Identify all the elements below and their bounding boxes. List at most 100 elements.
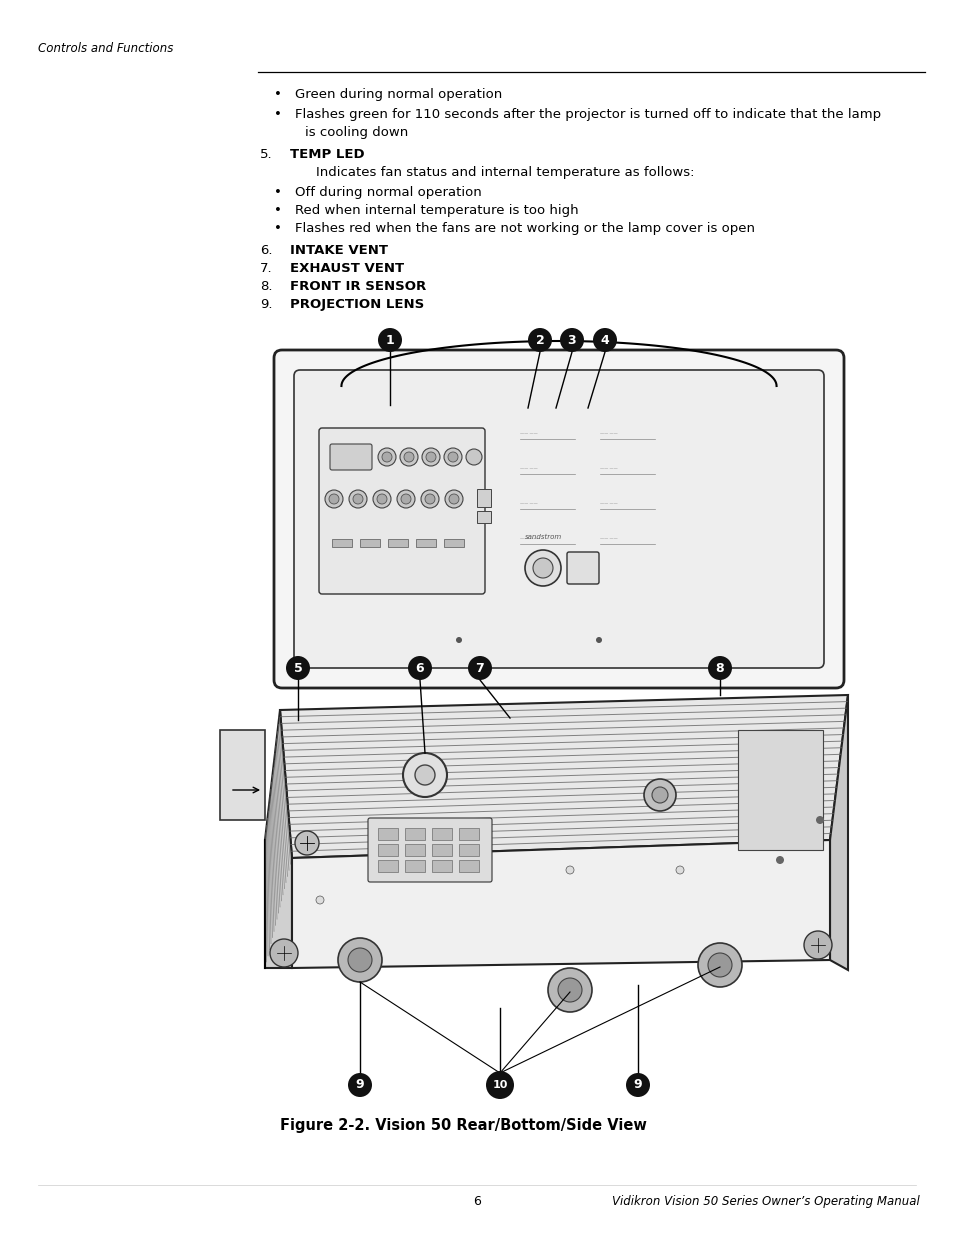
- Circle shape: [377, 448, 395, 466]
- Text: 6: 6: [473, 1195, 480, 1208]
- Circle shape: [349, 490, 367, 508]
- Text: •: •: [274, 107, 282, 121]
- Text: Figure 2-2. Vision 50 Rear/Bottom/Side View: Figure 2-2. Vision 50 Rear/Bottom/Side V…: [280, 1118, 646, 1132]
- Circle shape: [399, 448, 417, 466]
- Text: sandstrom: sandstrom: [524, 534, 561, 540]
- Circle shape: [815, 816, 823, 824]
- Circle shape: [448, 452, 457, 462]
- FancyBboxPatch shape: [738, 730, 822, 850]
- Circle shape: [527, 329, 552, 352]
- Text: Off during normal operation: Off during normal operation: [294, 186, 481, 199]
- Circle shape: [444, 490, 462, 508]
- Circle shape: [485, 1071, 514, 1099]
- Circle shape: [286, 656, 310, 680]
- Text: 4: 4: [600, 333, 609, 347]
- Text: 2: 2: [535, 333, 544, 347]
- Text: Red when internal temperature is too high: Red when internal temperature is too hig…: [294, 204, 578, 217]
- FancyBboxPatch shape: [318, 429, 484, 594]
- FancyBboxPatch shape: [405, 827, 424, 840]
- Circle shape: [596, 637, 601, 643]
- Text: TEMP LED: TEMP LED: [290, 148, 364, 161]
- FancyBboxPatch shape: [377, 860, 397, 872]
- Circle shape: [524, 550, 560, 585]
- Circle shape: [337, 939, 381, 982]
- FancyBboxPatch shape: [476, 489, 491, 508]
- FancyBboxPatch shape: [405, 844, 424, 856]
- Circle shape: [558, 978, 581, 1002]
- Circle shape: [426, 452, 436, 462]
- FancyBboxPatch shape: [458, 827, 478, 840]
- FancyBboxPatch shape: [294, 370, 823, 668]
- Circle shape: [547, 968, 592, 1011]
- FancyBboxPatch shape: [359, 538, 379, 547]
- Text: Flashes green for 110 seconds after the projector is turned off to indicate that: Flashes green for 110 seconds after the …: [294, 107, 881, 121]
- Circle shape: [315, 897, 324, 904]
- Circle shape: [373, 490, 391, 508]
- Text: INTAKE VENT: INTAKE VENT: [290, 245, 388, 257]
- Circle shape: [402, 753, 447, 797]
- FancyBboxPatch shape: [432, 860, 452, 872]
- Text: 8: 8: [715, 662, 723, 674]
- Text: —— ——: —— ——: [599, 466, 618, 471]
- Circle shape: [424, 494, 435, 504]
- Text: is cooling down: is cooling down: [305, 126, 408, 140]
- Polygon shape: [220, 730, 265, 820]
- Text: Indicates fan status and internal temperature as follows:: Indicates fan status and internal temper…: [315, 165, 694, 179]
- Text: —— ——: —— ——: [599, 536, 618, 540]
- Text: 9.: 9.: [260, 298, 273, 311]
- Circle shape: [377, 329, 401, 352]
- Circle shape: [643, 779, 676, 811]
- Text: —— ——: —— ——: [599, 431, 618, 435]
- Text: 3: 3: [567, 333, 576, 347]
- FancyBboxPatch shape: [416, 538, 436, 547]
- Text: •: •: [274, 88, 282, 101]
- Circle shape: [403, 452, 414, 462]
- Circle shape: [348, 1073, 372, 1097]
- Text: Controls and Functions: Controls and Functions: [38, 42, 173, 56]
- Text: •: •: [274, 204, 282, 217]
- Text: 7.: 7.: [260, 262, 273, 275]
- Polygon shape: [829, 695, 847, 969]
- Text: —— ——: —— ——: [519, 536, 537, 540]
- Circle shape: [420, 490, 438, 508]
- FancyBboxPatch shape: [388, 538, 408, 547]
- Circle shape: [803, 931, 831, 960]
- Text: 7: 7: [476, 662, 484, 674]
- Text: 10: 10: [492, 1079, 507, 1091]
- FancyBboxPatch shape: [405, 860, 424, 872]
- Text: —— ——: —— ——: [519, 466, 537, 471]
- Text: 5: 5: [294, 662, 302, 674]
- Text: 8.: 8.: [260, 280, 273, 293]
- Text: •: •: [274, 186, 282, 199]
- Circle shape: [651, 787, 667, 803]
- FancyBboxPatch shape: [566, 552, 598, 584]
- FancyBboxPatch shape: [332, 538, 352, 547]
- Text: Flashes red when the fans are not working or the lamp cover is open: Flashes red when the fans are not workin…: [294, 222, 754, 235]
- Text: Green during normal operation: Green during normal operation: [294, 88, 501, 101]
- FancyBboxPatch shape: [476, 511, 491, 522]
- FancyBboxPatch shape: [377, 827, 397, 840]
- Polygon shape: [265, 710, 292, 968]
- Text: PROJECTION LENS: PROJECTION LENS: [290, 298, 424, 311]
- Circle shape: [593, 329, 617, 352]
- Circle shape: [415, 764, 435, 785]
- Text: 5.: 5.: [260, 148, 273, 161]
- Circle shape: [325, 490, 343, 508]
- Polygon shape: [280, 695, 847, 858]
- Circle shape: [443, 448, 461, 466]
- Circle shape: [625, 1073, 649, 1097]
- Text: 1: 1: [385, 333, 394, 347]
- Circle shape: [565, 866, 574, 874]
- Text: —— ——: —— ——: [519, 501, 537, 505]
- Circle shape: [396, 490, 415, 508]
- Text: 9: 9: [633, 1078, 641, 1092]
- Text: •: •: [274, 222, 282, 235]
- Circle shape: [294, 831, 318, 855]
- Text: EXHAUST VENT: EXHAUST VENT: [290, 262, 404, 275]
- Circle shape: [353, 494, 363, 504]
- Circle shape: [449, 494, 458, 504]
- Circle shape: [465, 450, 481, 466]
- Text: —— ——: —— ——: [599, 501, 618, 505]
- FancyBboxPatch shape: [368, 818, 492, 882]
- Text: 6: 6: [416, 662, 424, 674]
